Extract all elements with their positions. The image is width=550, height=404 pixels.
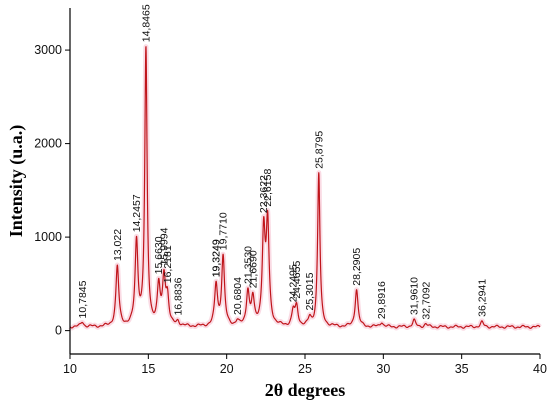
peak-label: 20,6804 [232, 277, 244, 315]
x-tick-label: 40 [533, 362, 547, 376]
y-tick-label: 2000 [34, 137, 62, 151]
peak-label: 22,6158 [262, 169, 274, 207]
peak-label: 14,8465 [140, 4, 152, 42]
y-tick-label: 3000 [34, 43, 62, 57]
peak-label: 36,2941 [476, 279, 488, 317]
peak-label: 24,4655 [291, 261, 303, 299]
peak-label: 13,022 [112, 229, 124, 261]
data-layer [69, 46, 541, 329]
peak-label: 31,9610 [409, 277, 421, 315]
peak-labels-layer: 10,7845 13,022 14,2457 14,8465 15,663015,999… [77, 4, 489, 319]
y-tick-label: 1000 [34, 230, 62, 244]
peak-label: 24,2495 [288, 264, 300, 302]
peak-label: 19,3249 [211, 239, 223, 277]
y-axis-title: Intensity (u.a.) [6, 125, 27, 238]
peak-label: 19,3249 [211, 239, 223, 277]
x-tick-label: 10 [63, 362, 77, 376]
peak-label: 21,3530 [242, 246, 254, 284]
peak-label: 29,8916 [376, 281, 388, 319]
peak-label: 32,7092 [420, 281, 432, 319]
x-axis-title: 2θ degrees [265, 380, 346, 400]
y-tick-label: 0 [55, 324, 62, 338]
peak-label: 16,2181 [162, 245, 174, 283]
peak-label: 28,2905 [351, 248, 363, 286]
peak-label: 21,6690 [247, 250, 259, 288]
peak-label: 16,8836 [172, 277, 184, 315]
x-tick-label: 35 [455, 362, 469, 376]
peak-label: 10,7845 [77, 280, 89, 318]
peak-label: 15,9994 [158, 227, 170, 265]
diffraction-pattern-line [69, 46, 541, 329]
ticks-layer: 10 15 20 25 30 35 40 0 1000 2000 3000 [34, 43, 547, 376]
peak-label: 14,2457 [131, 194, 143, 232]
x-tick-label: 20 [220, 362, 234, 376]
x-tick-label: 15 [141, 362, 155, 376]
peak-label: 15,6630 [153, 236, 165, 274]
x-tick-label: 30 [376, 362, 390, 376]
peak-label: 22,3622 [258, 175, 270, 213]
x-tick-label: 25 [298, 362, 312, 376]
peak-label: 25,8795 [313, 131, 325, 169]
peak-label: 25,3015 [304, 272, 316, 310]
peak-label: 19,7710 [218, 212, 230, 250]
